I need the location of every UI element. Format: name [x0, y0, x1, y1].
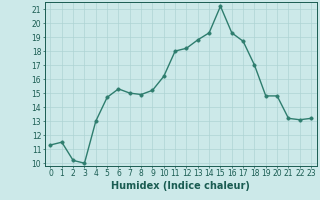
X-axis label: Humidex (Indice chaleur): Humidex (Indice chaleur)	[111, 181, 250, 191]
